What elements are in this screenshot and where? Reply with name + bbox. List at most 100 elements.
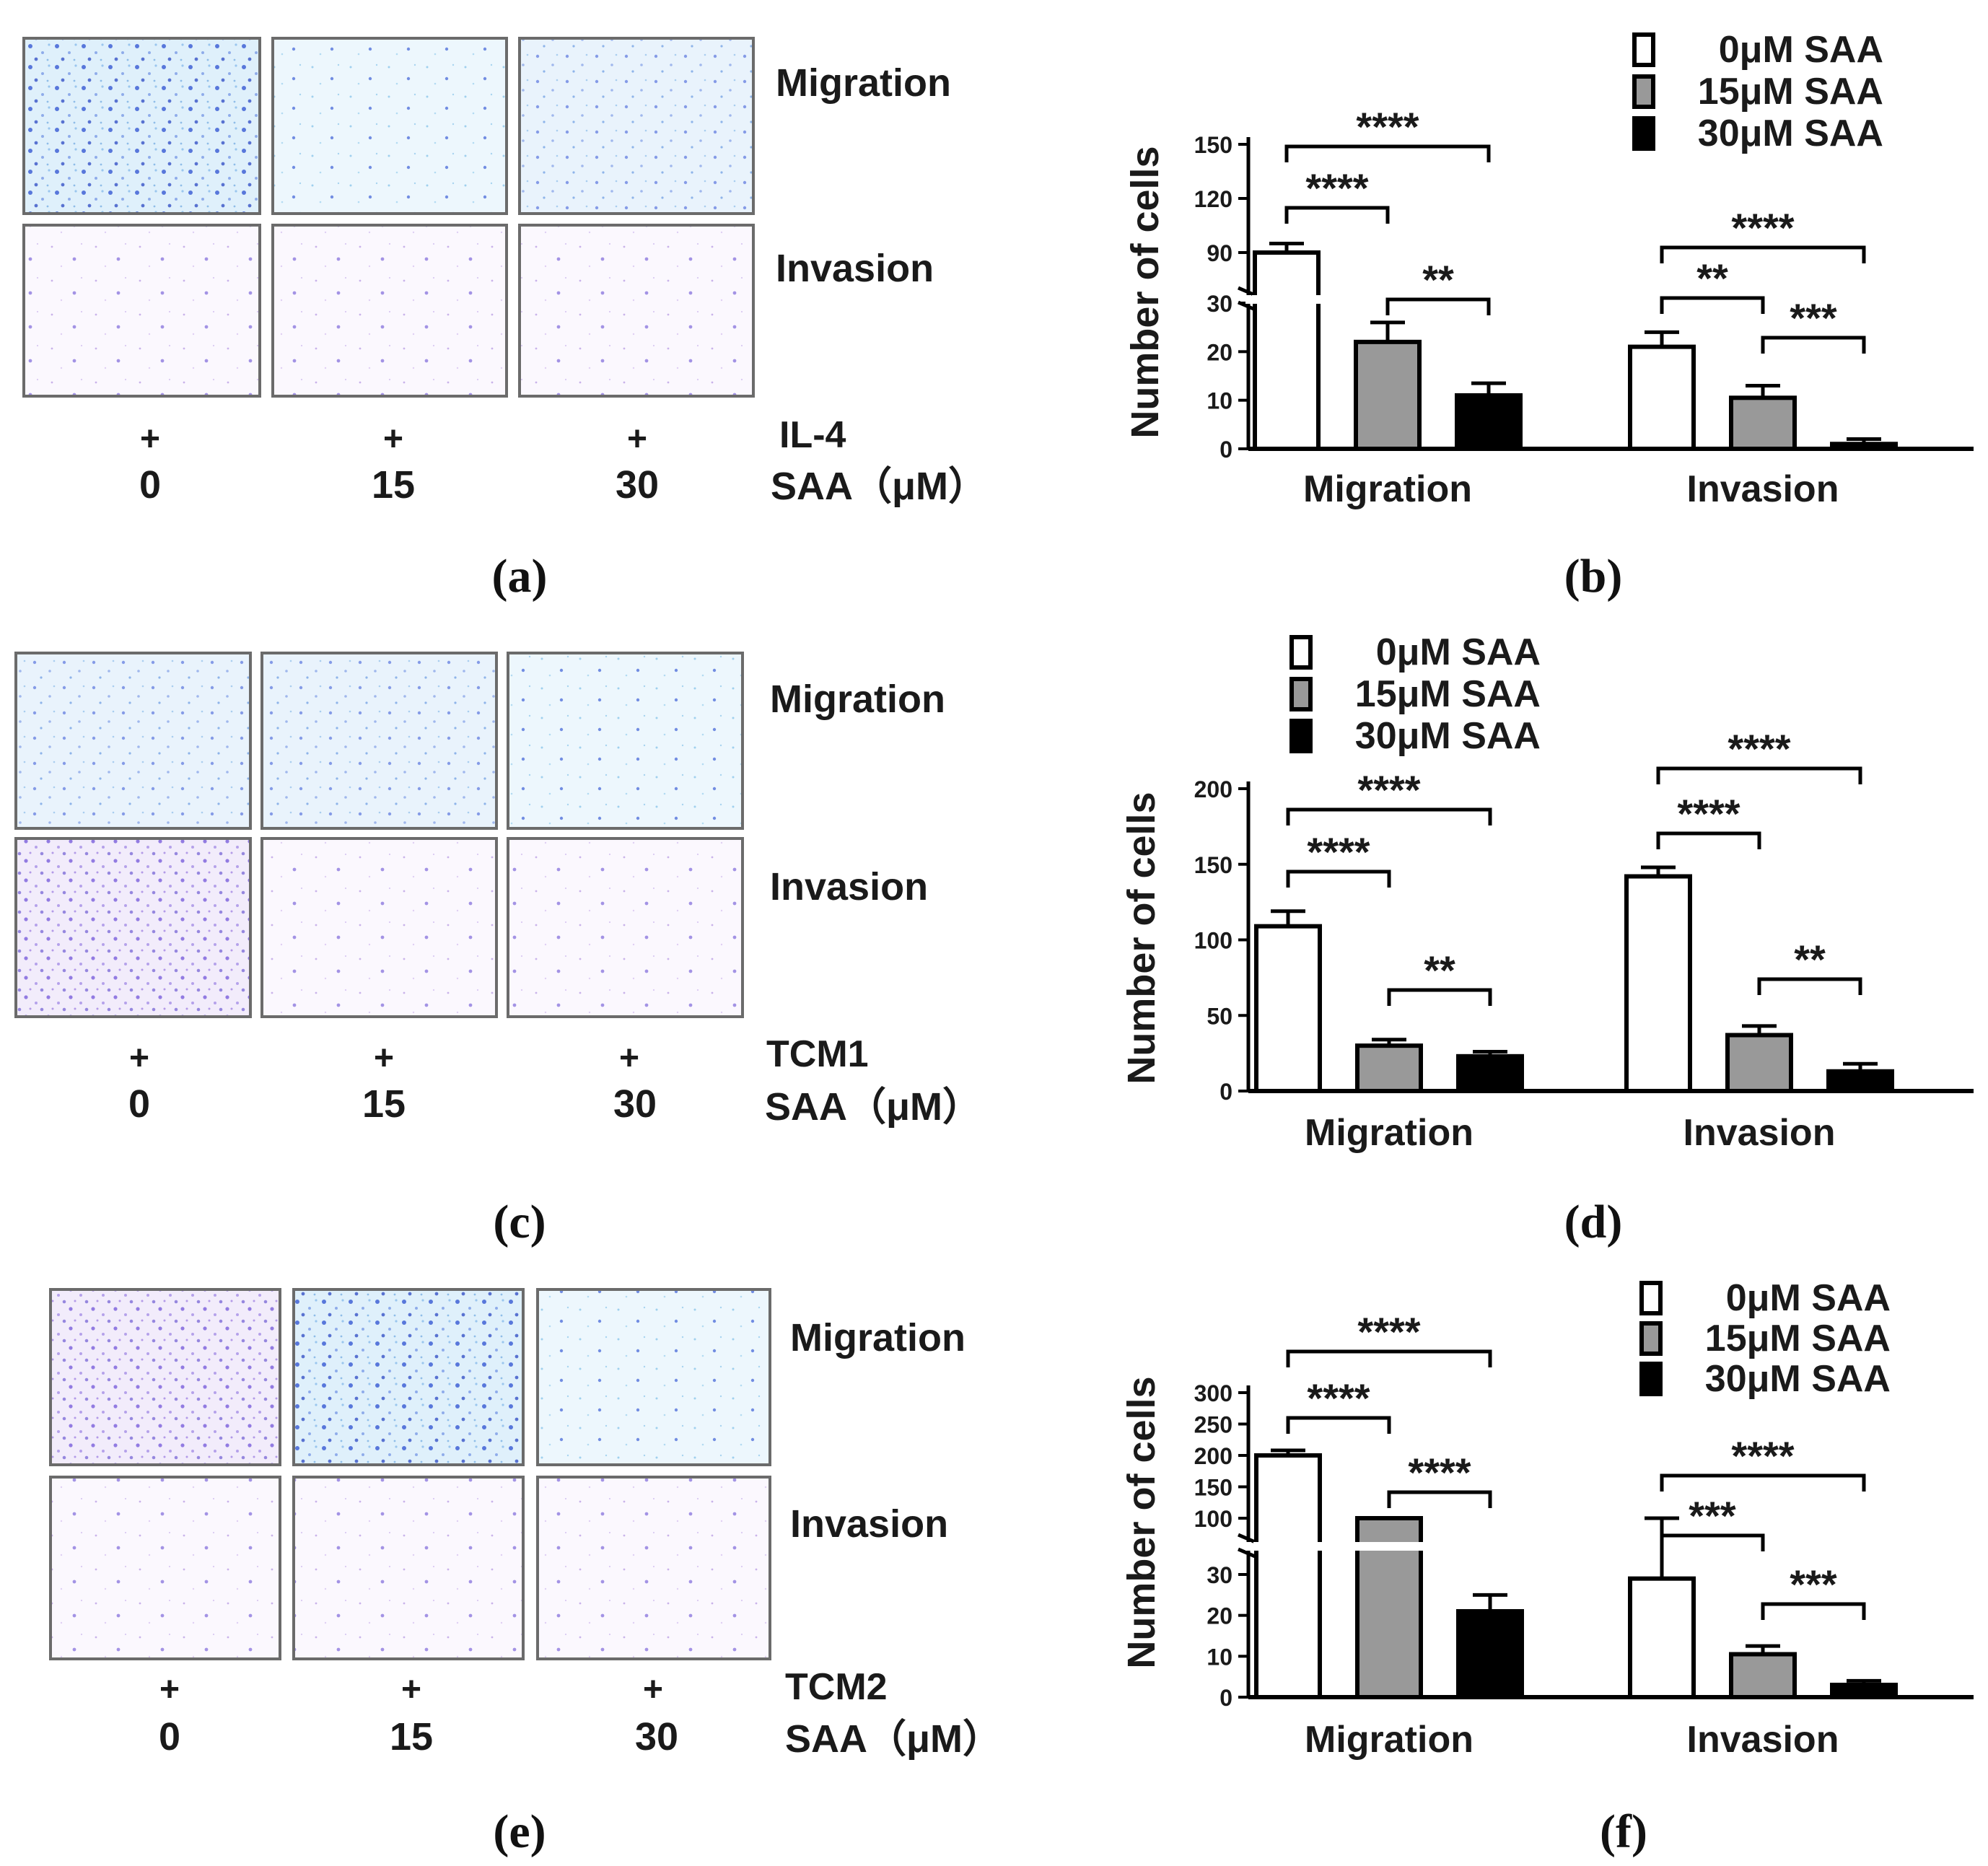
row-label-invasion: Invasion	[770, 865, 928, 908]
significance-label: ***	[1790, 295, 1837, 341]
legend-label: 15μM SAA	[1705, 1318, 1891, 1359]
micrograph-migration-0	[14, 652, 252, 830]
legend-swatch	[1632, 32, 1655, 67]
significance-label: ****	[1357, 767, 1420, 812]
bar-chart-f: 0 10 20 30 100 150 200 250 300 Number of cells Mig…	[1120, 1277, 1974, 1761]
bar	[1456, 1609, 1524, 1699]
y-tick-label: 30	[1207, 1562, 1232, 1588]
saa-unit-label: SAA（μM）	[765, 1085, 981, 1129]
legend-swatch	[1632, 116, 1655, 151]
significance-label: **	[1794, 937, 1826, 982]
panel-caption-d: (d)	[1564, 1196, 1623, 1248]
significance-label: **	[1422, 257, 1454, 302]
micrograph-migration-30	[507, 652, 744, 830]
micrograph-migration-15	[260, 652, 498, 830]
row-label-migration: Migration	[776, 61, 951, 105]
significance-label: **	[1424, 947, 1455, 993]
significance-bracket	[1284, 206, 1390, 224]
significance-bracket	[1385, 297, 1491, 315]
significance-bracket	[1761, 336, 1866, 354]
bar	[1729, 395, 1797, 451]
bar	[1355, 1043, 1423, 1094]
y-tick-label: 120	[1194, 186, 1232, 212]
plus-mark-15: +	[401, 1670, 421, 1709]
significance-bracket	[1286, 807, 1492, 825]
legend-label: 30μM SAA	[1705, 1358, 1891, 1400]
axis-break-gap	[1245, 295, 1251, 304]
dose-0: 0	[139, 463, 161, 507]
significance-label: ****	[1356, 104, 1419, 149]
significance-bracket	[1286, 1349, 1492, 1367]
micrograph-migration-0	[22, 37, 261, 215]
panel-caption-a: (a)	[492, 550, 548, 603]
bar	[1628, 1576, 1696, 1700]
x-category-label: Invasion	[1687, 468, 1839, 510]
axis-break-gap	[1245, 1542, 1251, 1551]
dose-15: 15	[390, 1715, 433, 1758]
legend-swatch	[1632, 74, 1655, 109]
micrograph-migration-15	[292, 1288, 525, 1466]
significance-bracket	[1656, 831, 1761, 849]
micrograph-invasion-0	[49, 1476, 281, 1660]
bar-chart-d: 0 50 100 150 200 Number of cells Migration Inva…	[1120, 631, 1974, 1154]
plus-mark-30: +	[627, 420, 647, 458]
y-tick-label: 90	[1207, 240, 1232, 266]
significance-bracket	[1387, 1490, 1492, 1508]
bar	[1253, 250, 1321, 451]
panel-caption-c: (c)	[493, 1196, 546, 1248]
plus-mark-30: +	[643, 1670, 663, 1709]
bar	[1456, 1054, 1524, 1093]
x-category-label: Migration	[1305, 1112, 1474, 1154]
y-tick-label: 50	[1207, 1003, 1232, 1029]
y-tick-label: 10	[1207, 388, 1232, 414]
bar	[1624, 874, 1692, 1093]
micrograph-invasion-0	[22, 224, 261, 398]
dose-30: 30	[613, 1082, 657, 1126]
significance-bracket	[1660, 245, 1866, 263]
x-category-label: Invasion	[1687, 1719, 1839, 1761]
y-tick-label: 200	[1194, 1443, 1232, 1469]
legend-label: 30μM SAA	[1355, 715, 1541, 757]
legend-swatch	[1289, 719, 1313, 753]
legend-swatch	[1639, 1362, 1663, 1396]
significance-label: ****	[1731, 1433, 1794, 1479]
dose-30: 30	[635, 1715, 678, 1758]
y-tick-label: 150	[1194, 132, 1232, 158]
bar	[1354, 339, 1422, 451]
bar	[1729, 1652, 1797, 1699]
micrograph-invasion-15	[292, 1476, 525, 1660]
y-tick-label: 250	[1194, 1412, 1232, 1438]
legend-swatch	[1289, 635, 1313, 670]
legend-label: 15μM SAA	[1355, 673, 1541, 715]
saa-unit-label: SAA（μM）	[785, 1717, 1002, 1761]
micrograph-migration-30	[536, 1288, 771, 1466]
bar-chart-b: 0 10 20 30 90 120 150 Number of cells Migration I…	[1124, 29, 1974, 510]
y-axis-title: Number of cells	[1124, 146, 1167, 438]
significance-bracket	[1660, 1473, 1866, 1492]
bar	[1455, 393, 1523, 452]
bar	[1628, 344, 1696, 451]
saa-unit-label: SAA（μM）	[771, 465, 987, 508]
y-tick-label: 150	[1194, 852, 1232, 878]
y-tick-label: 10	[1207, 1644, 1232, 1670]
y-tick-label: 150	[1194, 1475, 1232, 1501]
plus-mark-15: +	[383, 420, 403, 458]
bar	[1725, 1033, 1793, 1093]
significance-label: ****	[1677, 791, 1740, 836]
plus-mark-0: +	[129, 1039, 149, 1077]
plus-mark-30: +	[619, 1039, 639, 1077]
legend-swatch	[1639, 1281, 1663, 1315]
dose-0: 0	[159, 1715, 180, 1758]
micrograph-panel-e: Migration Invasion + + + TCM2 0 15 30 SA…	[49, 1288, 1002, 1858]
micrograph-invasion-0	[14, 837, 252, 1018]
y-axis-title: Number of cells	[1120, 1376, 1163, 1668]
bar	[1830, 442, 1898, 451]
legend-label: 0μM SAA	[1719, 29, 1883, 71]
panel-caption-e: (e)	[493, 1805, 546, 1858]
row-label-migration: Migration	[790, 1316, 965, 1359]
bar	[1830, 1683, 1898, 1699]
bar-break-gap	[1354, 1542, 1424, 1551]
significance-label: ***	[1689, 1493, 1736, 1538]
y-tick-label: 0	[1219, 1079, 1232, 1105]
